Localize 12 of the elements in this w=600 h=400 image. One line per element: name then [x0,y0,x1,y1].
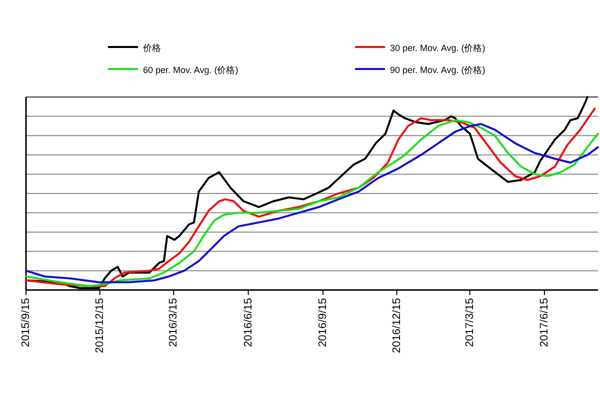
legend-label: 价格 [142,43,161,53]
x-tick-label: 2016/12/15 [390,298,403,354]
x-tick-label: 2016/3/15 [168,298,180,347]
x-tick-label: 2015/9/15 [20,298,32,347]
x-tick-label: 2016/9/15 [316,298,329,347]
x-tick-label: 2015/12/15 [94,298,106,354]
x-tick-label: 2017/6/15 [538,298,550,347]
legend-label: 30 per. Mov. Avg. (价格) [390,43,486,53]
x-tick-label: 2017/3/15 [464,298,476,347]
x-tick-label: 2016/6/15 [242,298,254,347]
legend-label: 90 per. Mov. Avg. (价格) [390,65,486,75]
legend-label: 60 per. Mov. Avg. (价格) [143,65,238,75]
